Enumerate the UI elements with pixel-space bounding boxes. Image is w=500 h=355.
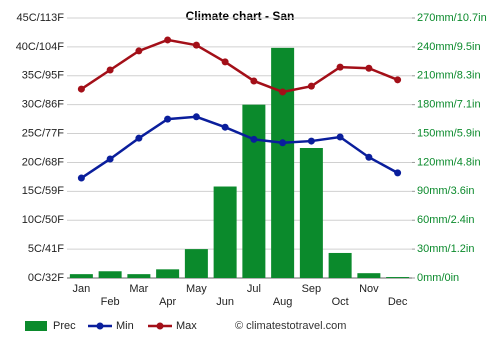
point xyxy=(279,88,287,96)
y-tick-label: 45C/113F xyxy=(17,12,65,24)
x-tick-label: Dec xyxy=(388,296,408,308)
point xyxy=(192,41,200,49)
y2-tick-label: 240mm/9.5in xyxy=(417,41,481,53)
point xyxy=(221,58,229,66)
bar xyxy=(242,104,266,279)
bar xyxy=(299,148,323,278)
legend-label: Max xyxy=(176,320,197,332)
bar xyxy=(69,274,93,278)
point xyxy=(106,66,114,74)
y2-tick-label: 150mm/5.9in xyxy=(417,127,481,139)
legend-swatch xyxy=(25,321,47,331)
y-tick-label: 0C/32F xyxy=(28,272,64,284)
x-tick-label: Jun xyxy=(216,296,234,308)
bar xyxy=(98,271,122,278)
bar xyxy=(386,277,410,278)
y-tick-label: 30C/86F xyxy=(22,99,64,111)
point xyxy=(365,153,373,161)
point xyxy=(250,77,258,85)
point xyxy=(77,174,85,182)
legend-label: Prec xyxy=(53,320,76,332)
y-tick-label: 25C/77F xyxy=(22,127,64,139)
point xyxy=(250,135,258,143)
line xyxy=(80,115,399,180)
watermark: © climatestotravel.com xyxy=(235,320,346,332)
chart-title: Climate chart - San xyxy=(186,9,295,23)
point xyxy=(336,133,344,141)
bar xyxy=(127,274,151,278)
legend-swatch xyxy=(96,322,104,330)
bar xyxy=(213,186,237,278)
x-tick-label: Aug xyxy=(273,296,293,308)
y2-tick-label: 60mm/2.4in xyxy=(417,214,474,226)
point xyxy=(135,47,143,55)
y2-tick-label: 210mm/8.3in xyxy=(417,70,481,82)
point xyxy=(221,123,229,131)
y-tick-label: 35C/95F xyxy=(22,70,64,82)
point xyxy=(394,76,402,84)
point xyxy=(307,82,315,90)
legend-label: Min xyxy=(116,320,134,332)
legend-swatch xyxy=(156,322,164,330)
point xyxy=(164,36,172,44)
point xyxy=(106,155,114,163)
x-tick-label: Jul xyxy=(247,283,261,295)
point xyxy=(394,169,402,177)
point xyxy=(164,115,172,123)
bar xyxy=(156,269,180,278)
x-tick-label: Mar xyxy=(129,283,148,295)
y2-tick-label: 270mm/10.7in xyxy=(417,12,487,24)
y-tick-label: 5C/41F xyxy=(28,243,64,255)
bar xyxy=(328,252,352,278)
y2-tick-label: 120mm/4.8in xyxy=(417,156,481,168)
y2-tick-label: 90mm/3.6in xyxy=(417,185,474,197)
bar xyxy=(357,273,381,278)
point xyxy=(307,137,315,145)
x-tick-label: Jan xyxy=(73,283,91,295)
point xyxy=(192,113,200,121)
point xyxy=(365,64,373,72)
x-tick-label: Nov xyxy=(359,283,379,295)
bar xyxy=(271,47,295,278)
x-tick-label: May xyxy=(186,283,207,295)
point xyxy=(336,63,344,71)
point xyxy=(135,134,143,142)
point xyxy=(77,85,85,93)
y2-tick-label: 0mm/0in xyxy=(417,272,459,284)
x-tick-label: Feb xyxy=(101,296,120,308)
x-tick-label: Apr xyxy=(159,296,176,308)
y-tick-label: 15C/59F xyxy=(22,185,64,197)
x-tick-label: Oct xyxy=(332,296,349,308)
y2-tick-label: 180mm/7.1in xyxy=(417,99,481,111)
point xyxy=(279,139,287,147)
y2-tick-label: 30mm/1.2in xyxy=(417,243,474,255)
y-tick-label: 40C/104F xyxy=(16,41,65,53)
y-tick-label: 20C/68F xyxy=(22,156,64,168)
x-tick-label: Sep xyxy=(302,283,322,295)
bar xyxy=(184,249,208,278)
line xyxy=(80,38,399,94)
y-tick-label: 10C/50F xyxy=(22,214,64,226)
